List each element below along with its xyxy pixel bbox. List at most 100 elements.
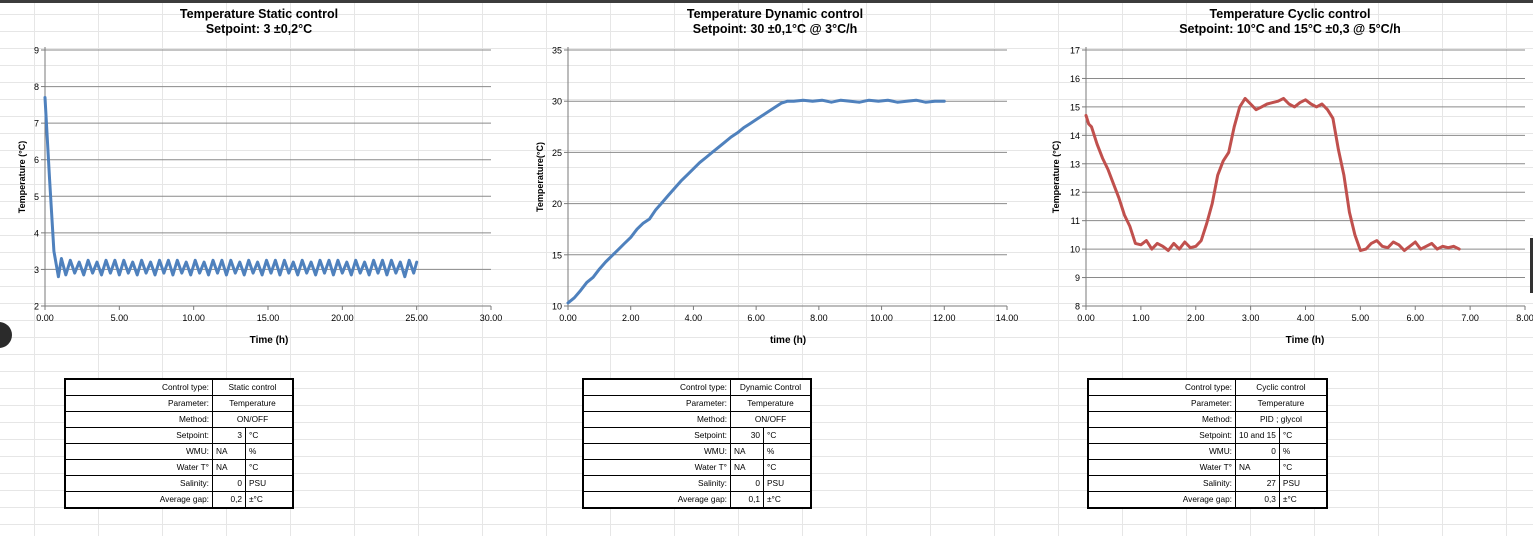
table-value[interactable]: PID ; glycol: [1234, 411, 1328, 428]
table-value[interactable]: 0,2: [212, 491, 246, 509]
table-row: WMU: NA%: [582, 443, 812, 460]
cyclic-y-tick-label: 8: [1075, 302, 1080, 312]
table-unit: ±°C: [763, 491, 812, 509]
table-unit: %: [763, 443, 812, 460]
table-row: Salinity: 0 PSU: [582, 475, 812, 492]
dynamic-x-tick-label: 10.00: [870, 313, 893, 323]
cyclic-y-tick-label: 17: [1070, 46, 1080, 56]
chart-dynamic-xlabel: time (h): [769, 335, 807, 346]
table-label: Control type:: [1087, 378, 1236, 396]
table-row: Parameter: Temperature: [1087, 395, 1328, 412]
table-value[interactable]: Cyclic control: [1234, 378, 1328, 396]
table-row: Parameter: Temperature: [582, 395, 812, 412]
chart-dynamic-ylabel: Temperature(°C): [535, 142, 545, 212]
cyclic-y-tick-label: 9: [1075, 273, 1080, 283]
table-value[interactable]: ON/OFF: [730, 411, 812, 428]
chart-static-ylabel: Temperature (°C): [17, 140, 27, 214]
cyclic-y-tick-label: 12: [1070, 188, 1080, 198]
static-x-tick-label: 5.00: [111, 313, 129, 323]
table-row: Control type: Cyclic control: [1087, 378, 1328, 396]
table-row: Water T° NA °C: [64, 459, 294, 476]
table-value[interactable]: 0,1: [730, 491, 764, 509]
table-value[interactable]: ON/OFF: [212, 411, 294, 428]
cyclic-y-tick-label: 10: [1070, 245, 1080, 255]
table-value[interactable]: 27: [1235, 475, 1280, 492]
dynamic-x-tick-label: 14.00: [996, 313, 1019, 323]
table-value[interactable]: Temperature: [1234, 395, 1328, 412]
dynamic-x-tick-label: 6.00: [747, 313, 765, 323]
table-row: Method: ON/OFF: [582, 411, 812, 428]
table-label: Salinity:: [1087, 475, 1236, 492]
cyclic-x-tick-label: 7.00: [1461, 313, 1479, 323]
table-unit: °C: [245, 459, 294, 476]
static-temperature-line: [43, 96, 419, 279]
table-label: Method:: [1087, 411, 1236, 428]
table-row: Salinity: 0 PSU: [64, 475, 294, 492]
chart-static-title: Temperature Static control Setpoint: 3 ±…: [159, 7, 359, 37]
table-label: Water T°: [1087, 459, 1236, 476]
static-y-tick-label: 9: [34, 46, 39, 56]
table-row: Setpoint: 10 and 15 °C: [1087, 427, 1328, 444]
scrollbar-handle[interactable]: [1530, 238, 1533, 293]
table-unit: PSU: [245, 475, 294, 492]
table-value[interactable]: 30: [730, 427, 764, 444]
cyclic-x-tick-label: 1.00: [1132, 313, 1150, 323]
table-value[interactable]: 0,3: [1235, 491, 1280, 509]
table-value[interactable]: NA: [1235, 459, 1280, 476]
cyclic-x-tick-label: 6.00: [1406, 313, 1424, 323]
table-value[interactable]: Static control: [212, 378, 294, 396]
table-row: Water T° NA °C: [1087, 459, 1328, 476]
static-y-tick-label: 4: [34, 228, 39, 238]
table-unit: ±°C: [1278, 491, 1328, 509]
cyclic-y-tick-label: 13: [1070, 159, 1080, 169]
table-label: Method:: [64, 411, 213, 428]
dynamic-y-tick-label: 30: [552, 97, 562, 107]
dynamic-x-tick-label: 12.00: [933, 313, 956, 323]
table-row: Average gap: 0,3 ±°C: [1087, 491, 1328, 509]
table-value[interactable]: 0: [212, 475, 246, 492]
table-value[interactable]: 0: [730, 475, 764, 492]
table-value[interactable]: NA: [730, 443, 764, 460]
table-value[interactable]: NA: [212, 459, 246, 476]
table-label: Salinity:: [582, 475, 731, 492]
table-label: Parameter:: [1087, 395, 1236, 412]
table-label: Average gap:: [64, 491, 213, 509]
table-value[interactable]: Temperature: [212, 395, 294, 412]
table-label: Method:: [582, 411, 731, 428]
window-top-bar: [0, 0, 1533, 3]
dynamic-y-tick-label: 10: [552, 302, 562, 312]
cyclic-y-tick-label: 16: [1070, 74, 1080, 84]
chart-static-title-line1: Temperature Static control: [179, 7, 339, 21]
static-y-tick-label: 3: [34, 265, 39, 275]
chart-static-xlabel: Time (h): [249, 335, 289, 346]
table-label: Water T°: [64, 459, 213, 476]
static-x-tick-label: 10.00: [182, 313, 205, 323]
cyclic-x-tick-label: 5.00: [1352, 313, 1370, 323]
table-label: Water T°: [582, 459, 731, 476]
edge-handle[interactable]: [0, 322, 12, 348]
table-label: WMU:: [64, 443, 213, 460]
table-row: Average gap: 0,2 ±°C: [64, 491, 294, 509]
table-value[interactable]: NA: [212, 443, 246, 460]
static-y-tick-label: 2: [34, 302, 39, 312]
cyclic-x-tick-label: 3.00: [1242, 313, 1260, 323]
cyclic-x-tick-label: 0.00: [1077, 313, 1095, 323]
chart-cyclic-title-line1: Temperature Cyclic control: [1209, 7, 1371, 21]
table-value[interactable]: 10 and 15: [1235, 427, 1280, 444]
dynamic-y-tick-label: 25: [552, 148, 562, 158]
table-value[interactable]: NA: [730, 459, 764, 476]
table-value[interactable]: 0: [1235, 443, 1280, 460]
table-row: Average gap: 0,1 ±°C: [582, 491, 812, 509]
chart-static-title-line2: Setpoint: 3 ±0,2°C: [205, 22, 313, 36]
table-value[interactable]: Temperature: [730, 395, 812, 412]
table-label: WMU:: [582, 443, 731, 460]
table-unit: %: [245, 443, 294, 460]
table-row: WMU: NA%: [64, 443, 294, 460]
static-y-tick-label: 7: [34, 119, 39, 129]
chart-cyclic-xlabel: Time (h): [1285, 335, 1325, 346]
table-value[interactable]: Dynamic Control: [730, 378, 812, 396]
chart-cyclic-title: Temperature Cyclic control Setpoint: 10°…: [1150, 7, 1430, 37]
table-value[interactable]: 3: [212, 427, 246, 444]
cyclic-x-tick-label: 2.00: [1187, 313, 1205, 323]
